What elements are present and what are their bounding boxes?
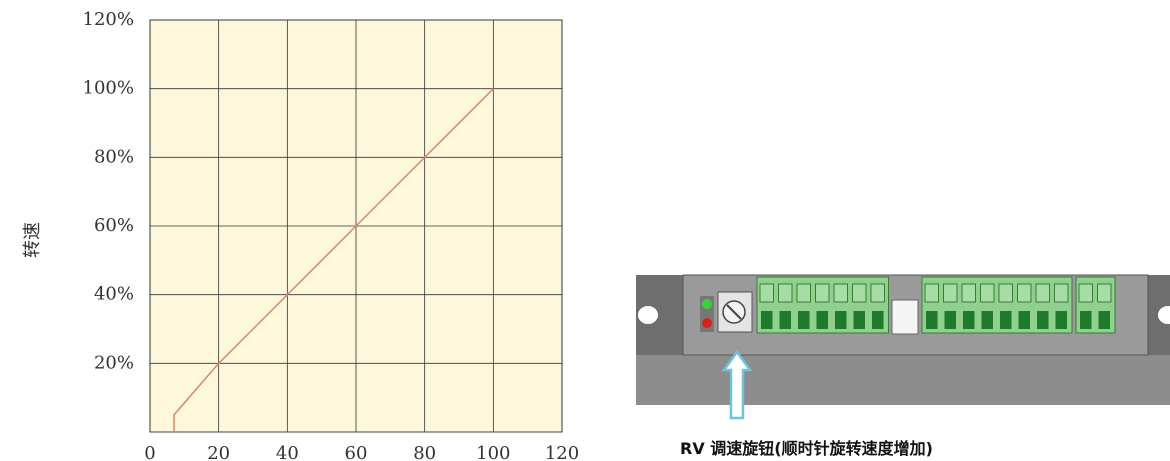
chart: 0 20 40 60 80 100 120 20% 40% 60% 80% 100% 120% bbox=[83, 9, 580, 461]
knob-slot bbox=[726, 304, 742, 320]
x-tick-label: 0 bbox=[144, 443, 155, 461]
led-green bbox=[702, 299, 712, 309]
y-tick-label: 80% bbox=[94, 146, 134, 167]
terminal-screw bbox=[798, 311, 810, 329]
x-tick-label: 20 bbox=[207, 443, 230, 461]
terminal-top bbox=[943, 283, 958, 303]
y-tick-label: 40% bbox=[94, 284, 134, 305]
terminal-screw bbox=[1000, 311, 1012, 329]
terminal-top bbox=[833, 283, 848, 303]
mount-hole bbox=[638, 306, 658, 324]
terminal-screw bbox=[944, 311, 956, 329]
terminal-top bbox=[778, 283, 793, 303]
terminal-screw bbox=[1098, 311, 1110, 329]
terminal-top bbox=[998, 283, 1013, 303]
x-tick-label: 120 bbox=[545, 443, 579, 461]
terminal-top bbox=[1035, 283, 1050, 303]
mount-hole bbox=[1158, 306, 1170, 324]
terminal-screw bbox=[872, 311, 884, 329]
x-tick-label: 100 bbox=[476, 443, 510, 461]
terminal-top bbox=[1078, 283, 1093, 303]
terminal-screw bbox=[761, 311, 773, 329]
terminal-screw bbox=[981, 311, 993, 329]
x-tick-label: 80 bbox=[413, 443, 436, 461]
terminal-screw bbox=[1080, 311, 1092, 329]
terminal-screw bbox=[853, 311, 865, 329]
y-tick-label: 120% bbox=[83, 9, 134, 30]
speed-line bbox=[173, 88, 494, 432]
terminal-screw bbox=[835, 311, 847, 329]
arrow bbox=[721, 349, 753, 420]
caption: RV 调速旋钮(顺时针旋转速度增加) bbox=[680, 439, 933, 458]
x-tick-label: 40 bbox=[276, 443, 299, 461]
terminal-screw bbox=[779, 311, 791, 329]
terminal-top bbox=[1054, 283, 1069, 303]
terminal-screw bbox=[1037, 311, 1049, 329]
terminal-screw bbox=[926, 311, 938, 329]
terminal-top bbox=[852, 283, 867, 303]
terminal-screw bbox=[1018, 311, 1030, 329]
y-tick-label: 20% bbox=[94, 352, 134, 373]
terminal-screw bbox=[816, 311, 828, 329]
device-illustration: RV 调速旋钮(顺时针旋转速度增加) bbox=[636, 274, 1170, 458]
led-red bbox=[702, 318, 712, 328]
terminal-screw bbox=[963, 311, 975, 329]
y-tick-label: 60% bbox=[94, 215, 134, 236]
terminal-screw bbox=[1055, 311, 1067, 329]
terminal-top bbox=[1017, 283, 1032, 303]
device-body bbox=[636, 355, 1170, 405]
y-axis-label: 转速 bbox=[22, 222, 43, 258]
terminal-top bbox=[870, 283, 885, 303]
terminal-top bbox=[1097, 283, 1112, 303]
terminal-top bbox=[980, 283, 995, 303]
terminal-top bbox=[924, 283, 939, 303]
terminal-top bbox=[796, 283, 811, 303]
x-tick-label: 60 bbox=[345, 443, 368, 461]
terminal-top bbox=[815, 283, 830, 303]
y-tick-label: 100% bbox=[83, 78, 134, 99]
terminal-top bbox=[759, 283, 774, 303]
terminal-top bbox=[961, 283, 976, 303]
connector bbox=[891, 299, 919, 335]
